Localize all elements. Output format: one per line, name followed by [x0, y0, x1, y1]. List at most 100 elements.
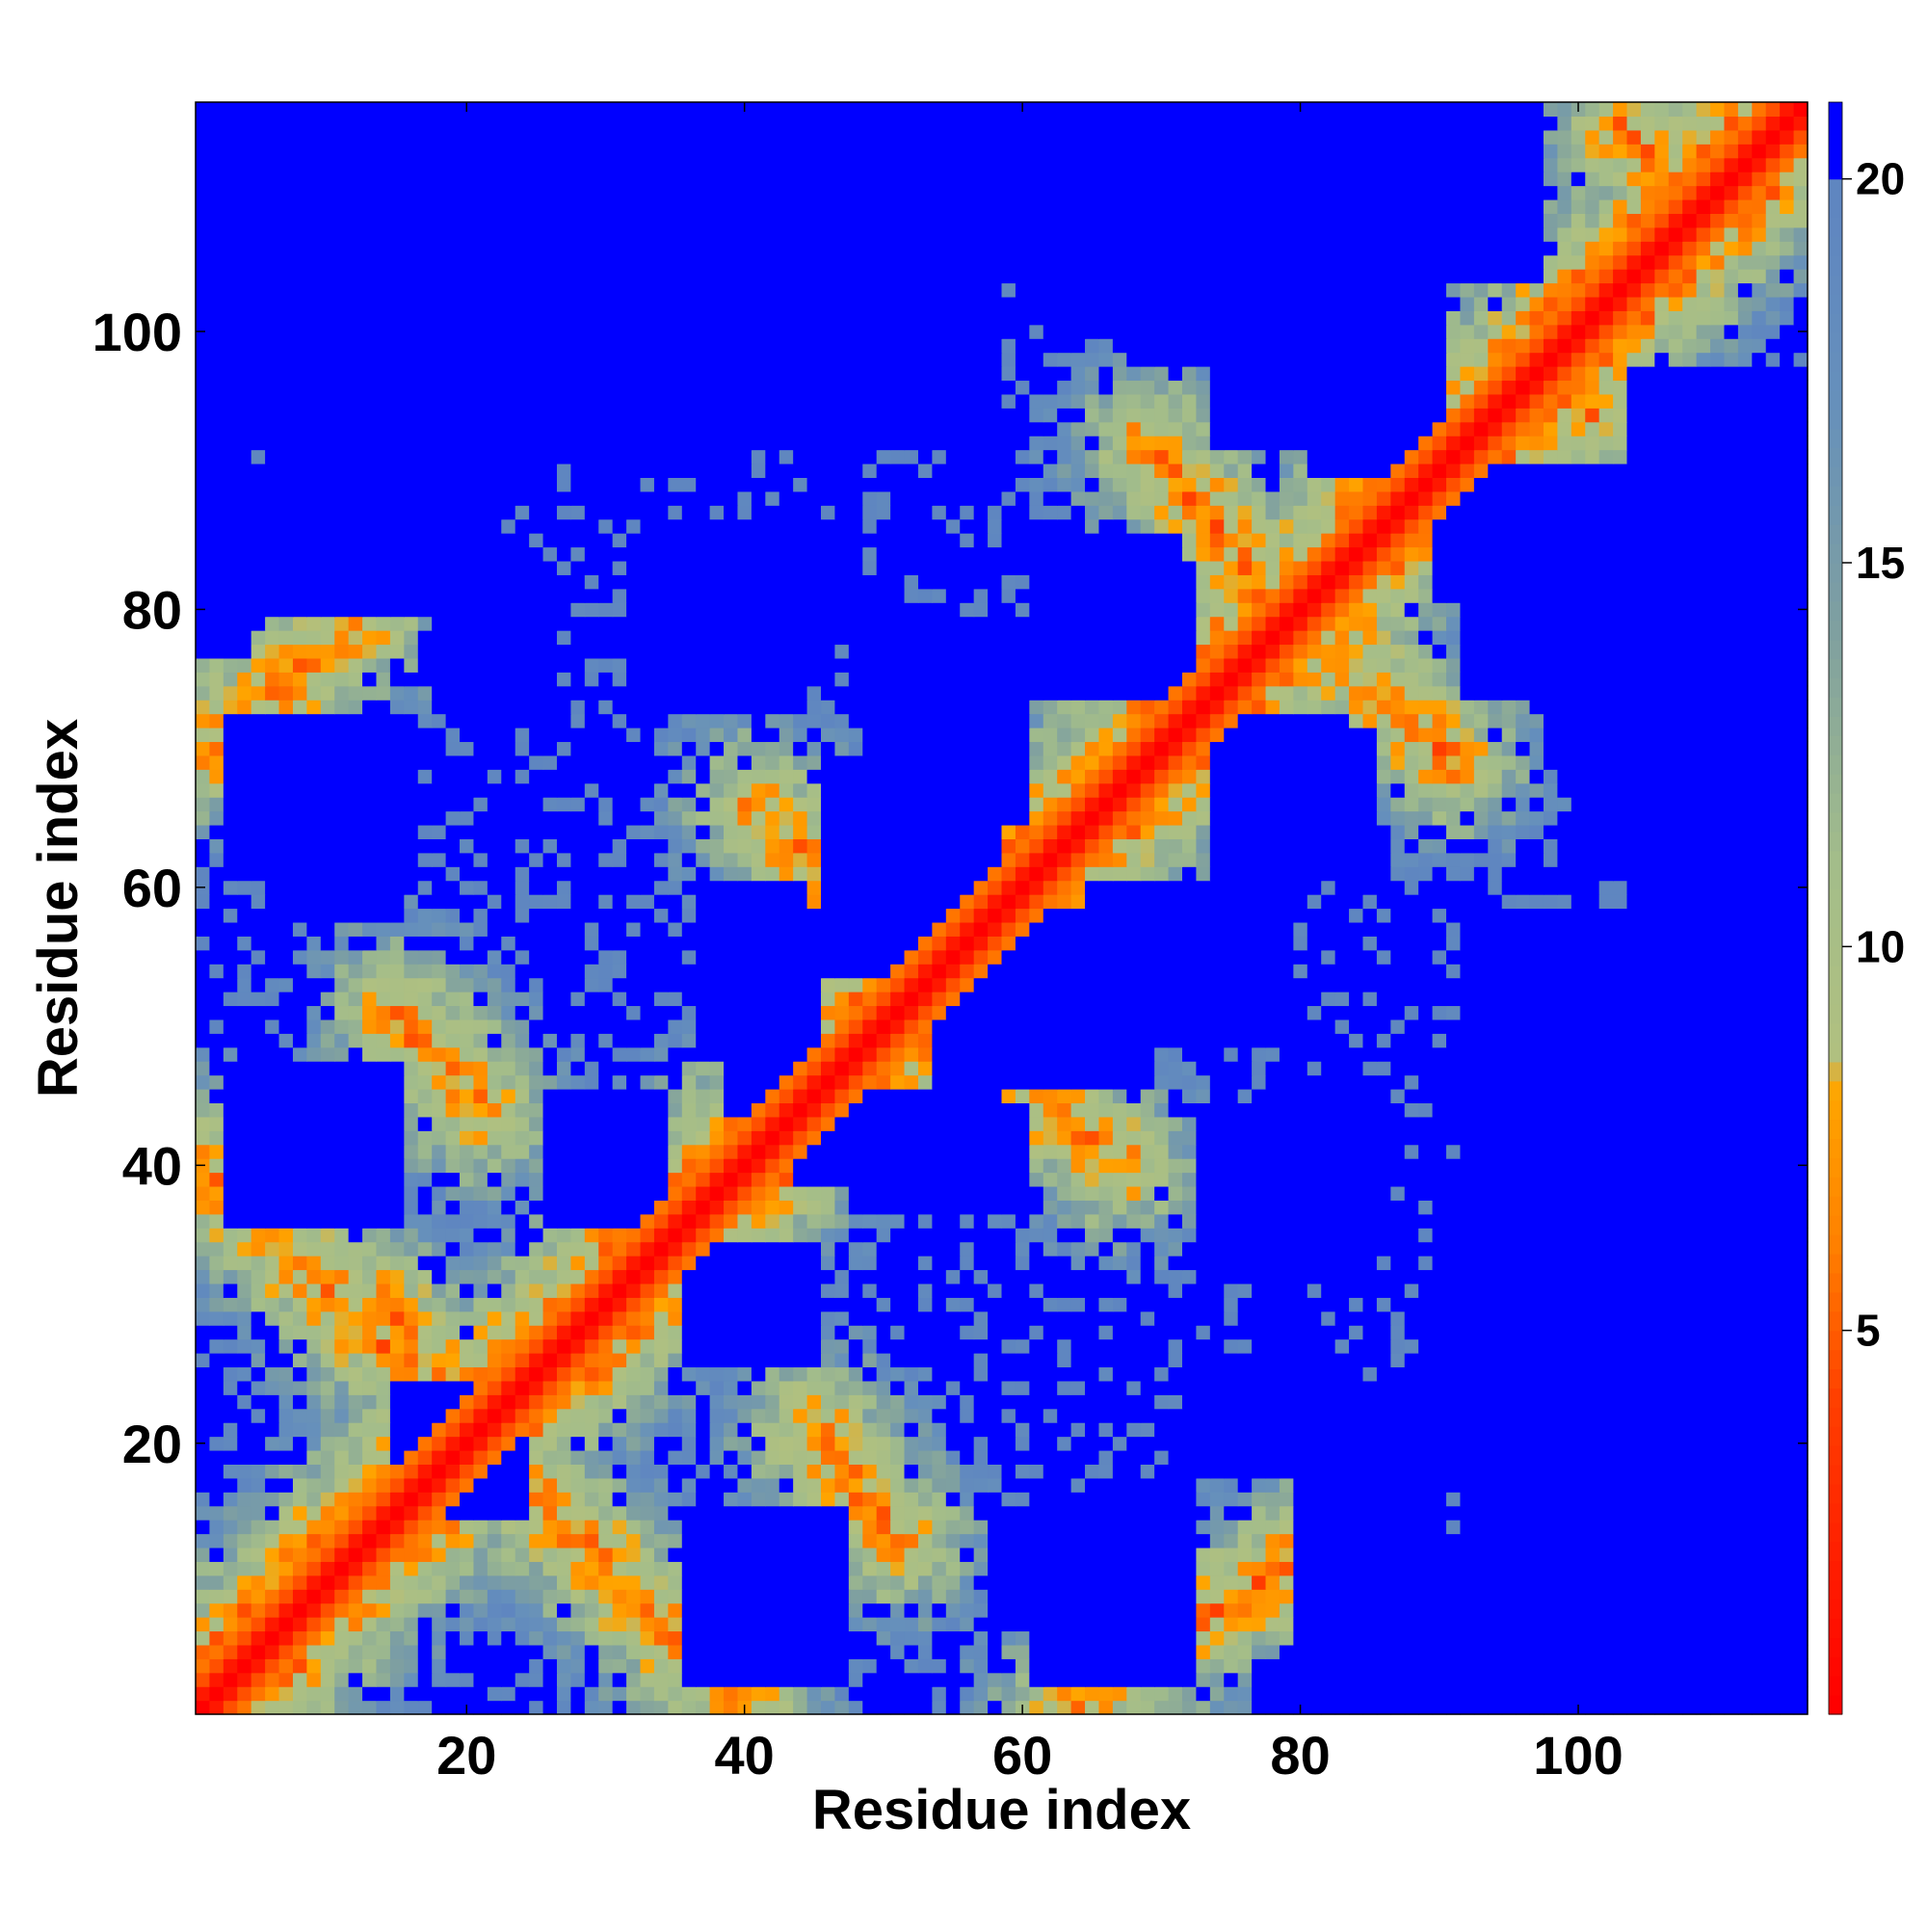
heatmap-cell [1237, 1366, 1253, 1382]
heatmap-cell [1181, 1477, 1198, 1493]
heatmap-cell [1362, 1520, 1378, 1535]
heatmap-cell [223, 1477, 238, 1493]
heatmap-cell [876, 1589, 891, 1604]
heatmap-cell [945, 1130, 961, 1146]
heatmap-cell [806, 1408, 822, 1423]
heatmap-cell [932, 1533, 947, 1548]
heatmap-cell [696, 1575, 711, 1590]
heatmap-cell [542, 1297, 558, 1312]
heatmap-cell [1334, 1477, 1350, 1493]
heatmap-cell [960, 1449, 975, 1465]
heatmap-cell [362, 1422, 378, 1438]
heatmap-cell [445, 1394, 461, 1410]
heatmap-cell [1640, 1310, 1655, 1326]
heatmap-cell [1321, 1144, 1336, 1159]
heatmap-cell [1279, 1172, 1294, 1187]
heatmap-cell [389, 1269, 405, 1284]
heatmap-cell [1557, 1575, 1572, 1590]
heatmap-cell [960, 1130, 975, 1146]
heatmap-cell [237, 1158, 252, 1174]
heatmap-cell [556, 1269, 571, 1284]
heatmap-cell [806, 1520, 822, 1535]
heatmap-cell [1585, 1256, 1600, 1271]
heatmap-cell [834, 1617, 850, 1632]
heatmap-cell [1085, 1310, 1100, 1326]
heatmap-cell [1390, 1116, 1406, 1131]
heatmap-cell [1432, 1353, 1447, 1368]
heatmap-cell [598, 1338, 614, 1354]
heatmap-cell [1015, 1310, 1030, 1326]
heatmap-cell [348, 1228, 363, 1243]
heatmap-cell [1682, 1310, 1698, 1326]
heatmap-cell [876, 1297, 891, 1312]
heatmap-cell [320, 1422, 335, 1438]
heatmap-cell [1070, 1422, 1086, 1438]
heatmap-cell [306, 1366, 322, 1382]
heatmap-cell [1140, 1325, 1155, 1340]
heatmap-cell [1488, 1256, 1503, 1271]
heatmap-cell [1140, 1353, 1155, 1368]
heatmap-cell [1404, 1213, 1419, 1229]
heatmap-cell [334, 1353, 350, 1368]
heatmap-cell [1585, 1505, 1600, 1521]
heatmap-cell [1668, 1297, 1683, 1312]
heatmap-cell [1015, 1505, 1030, 1521]
heatmap-cell [681, 1228, 697, 1243]
heatmap-cell [1293, 1241, 1308, 1257]
heatmap-cell [653, 1283, 669, 1298]
heatmap-cell [362, 1617, 378, 1632]
heatmap-cell [1279, 1672, 1294, 1687]
heatmap-cell [1613, 1700, 1628, 1715]
heatmap-cell [196, 1589, 211, 1604]
heatmap-cell [779, 1408, 794, 1423]
heatmap-cell [1710, 1449, 1726, 1465]
heatmap-cell [709, 1561, 725, 1576]
heatmap-cell [1168, 1436, 1183, 1451]
heatmap-cell [988, 1477, 1003, 1493]
heatmap-cell [668, 1228, 683, 1243]
heatmap-cell [1793, 1283, 1808, 1298]
heatmap-cell [1154, 1617, 1170, 1632]
heatmap-cell [584, 1241, 599, 1257]
heatmap-cell [1516, 1686, 1531, 1702]
heatmap-cell [1626, 1200, 1642, 1215]
heatmap-cell [362, 1200, 378, 1215]
heatmap-cell [1279, 1617, 1294, 1632]
heatmap-cell [668, 1644, 683, 1659]
heatmap-cell [1140, 1172, 1155, 1187]
heatmap-cell [1349, 1366, 1364, 1382]
heatmap-cell [904, 1144, 919, 1159]
heatmap-cell [1585, 1575, 1600, 1590]
heatmap-cell [1529, 1297, 1544, 1312]
heatmap-cell [848, 1366, 863, 1382]
heatmap-cell [1418, 1310, 1434, 1326]
heatmap-cell [1654, 1241, 1670, 1257]
heatmap-cell [278, 1533, 294, 1548]
heatmap-cell [1279, 1366, 1294, 1382]
heatmap-cell [320, 1630, 335, 1646]
heatmap-cell [1085, 1658, 1100, 1674]
heatmap-cell [973, 1353, 989, 1368]
heatmap-cell [1418, 1338, 1434, 1354]
heatmap-cell [1488, 1228, 1503, 1243]
heatmap-cell [1043, 1297, 1058, 1312]
heatmap-cell [1626, 1533, 1642, 1548]
heatmap-cell [1585, 1561, 1600, 1576]
heatmap-cell [668, 1269, 683, 1284]
heatmap-cell [1140, 1533, 1155, 1548]
heatmap-cell [432, 1130, 447, 1146]
heatmap-cell [1571, 1477, 1586, 1493]
heatmap-cell [1154, 1533, 1170, 1548]
heatmap-cell [1432, 1422, 1447, 1438]
heatmap-cell [1057, 1644, 1072, 1659]
heatmap-cell [1279, 1449, 1294, 1465]
heatmap-cell [1237, 1686, 1253, 1702]
heatmap-cell [584, 1380, 599, 1395]
heatmap-cell [1029, 1380, 1044, 1395]
heatmap-cell [1432, 1630, 1447, 1646]
heatmap-cell [1780, 1366, 1795, 1382]
heatmap-cell [973, 1658, 989, 1674]
heatmap-cell [404, 1436, 419, 1451]
heatmap-cell [265, 1575, 280, 1590]
heatmap-cell [1780, 1449, 1795, 1465]
